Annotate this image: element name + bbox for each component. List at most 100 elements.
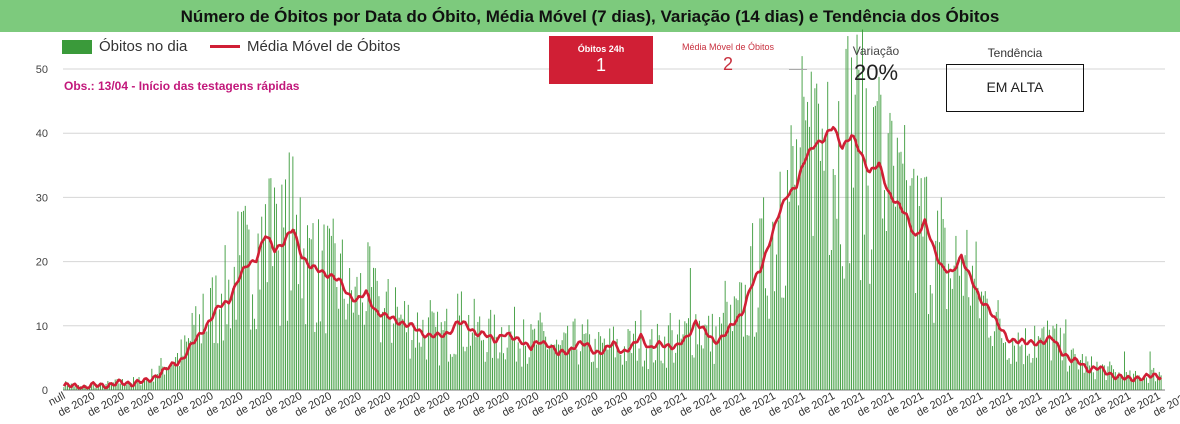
- daily-deaths-bar: [642, 366, 644, 390]
- daily-deaths-bar: [931, 293, 933, 390]
- daily-deaths-bar: [955, 235, 957, 390]
- daily-deaths-bar: [1025, 328, 1026, 390]
- daily-deaths-bar: [1114, 372, 1116, 390]
- daily-deaths-bar: [433, 312, 435, 390]
- daily-deaths-bar: [312, 223, 314, 390]
- daily-deaths-bar: [67, 385, 69, 390]
- daily-deaths-bar: [292, 156, 294, 390]
- daily-deaths-bar: [638, 348, 640, 390]
- daily-deaths-bar: [213, 342, 215, 390]
- daily-deaths-bar: [202, 293, 204, 390]
- daily-deaths-bar: [911, 178, 913, 390]
- daily-deaths-bar: [854, 94, 856, 391]
- daily-deaths-bar: [1003, 342, 1005, 390]
- daily-deaths-bar: [647, 369, 649, 390]
- daily-deaths-bar: [746, 335, 748, 390]
- daily-deaths-bar: [1023, 364, 1025, 390]
- daily-deaths-bar: [1069, 365, 1070, 390]
- daily-deaths-bar: [836, 218, 838, 390]
- legend-item-line[interactable]: Média Móvel de Óbitos: [210, 38, 400, 55]
- daily-deaths-bar: [508, 325, 510, 390]
- daily-deaths-bar: [1089, 365, 1091, 390]
- daily-deaths-bar: [208, 324, 210, 390]
- daily-deaths-bar: [838, 101, 840, 390]
- daily-deaths-bar: [226, 324, 228, 390]
- daily-deaths-bar: [173, 364, 175, 390]
- daily-deaths-bar: [645, 348, 647, 390]
- daily-deaths-bar: [63, 387, 65, 390]
- kpi-obitos-24h: Óbitos 24h 1: [549, 36, 653, 84]
- daily-deaths-bar: [737, 300, 739, 390]
- daily-deaths-bar: [120, 383, 122, 390]
- daily-deaths-bar: [1102, 364, 1103, 390]
- daily-deaths-bar: [380, 342, 382, 390]
- daily-deaths-bar: [678, 319, 680, 390]
- daily-deaths-bar: [94, 387, 96, 390]
- daily-deaths-bar: [869, 283, 871, 390]
- daily-deaths-bar: [1140, 381, 1142, 390]
- daily-deaths-bar: [554, 344, 556, 390]
- daily-deaths-bar: [147, 379, 149, 390]
- daily-deaths-bar: [1156, 377, 1158, 390]
- daily-deaths-bar: [470, 345, 471, 390]
- daily-deaths-bar: [959, 275, 961, 390]
- daily-deaths-bar: [741, 282, 743, 390]
- daily-deaths-bar: [517, 342, 519, 390]
- daily-deaths-bar: [384, 308, 385, 390]
- legend-item-bars[interactable]: Óbitos no dia: [62, 38, 187, 55]
- daily-deaths-bar: [951, 288, 953, 390]
- daily-deaths-bar: [220, 293, 222, 390]
- daily-deaths-bar: [1037, 336, 1039, 390]
- daily-deaths-bar: [596, 367, 598, 390]
- daily-deaths-bar: [805, 120, 807, 391]
- daily-deaths-bar: [1032, 358, 1034, 390]
- daily-deaths-bar: [777, 220, 779, 390]
- daily-deaths-bar: [823, 170, 825, 390]
- daily-deaths-bar: [1017, 332, 1019, 390]
- daily-deaths-bar: [318, 219, 319, 390]
- daily-deaths-bar: [378, 296, 380, 390]
- daily-deaths-bar: [404, 301, 406, 390]
- daily-deaths-bar: [162, 366, 164, 390]
- daily-deaths-bar: [422, 319, 424, 390]
- daily-deaths-bar: [438, 365, 440, 390]
- daily-deaths-bar: [874, 105, 876, 390]
- daily-deaths-bar: [365, 311, 367, 390]
- daily-deaths-bar: [614, 357, 616, 390]
- daily-deaths-bar: [862, 29, 863, 390]
- daily-deaths-bar: [111, 382, 112, 390]
- daily-deaths-bar: [713, 363, 715, 390]
- daily-deaths-bar: [409, 358, 411, 390]
- daily-deaths-bar: [840, 244, 841, 390]
- daily-deaths-bar: [501, 327, 503, 390]
- kpi-variacao: Variação 20%: [826, 44, 926, 86]
- daily-deaths-bar: [929, 284, 931, 390]
- daily-deaths-bar: [1125, 372, 1127, 390]
- daily-deaths-bar: [259, 289, 261, 390]
- daily-deaths-bar: [209, 287, 211, 390]
- daily-deaths-bar: [145, 380, 147, 390]
- daily-deaths-bar: [178, 366, 180, 390]
- daily-deaths-bar: [156, 374, 158, 390]
- daily-deaths-bar: [717, 341, 719, 390]
- daily-deaths-bar: [228, 279, 230, 390]
- daily-deaths-bar: [268, 178, 270, 390]
- daily-deaths-bar: [519, 348, 521, 390]
- daily-deaths-bar: [142, 382, 144, 390]
- daily-deaths-bar: [349, 268, 351, 390]
- daily-deaths-bar: [627, 329, 629, 390]
- daily-deaths-bar: [1122, 376, 1124, 390]
- daily-deaths-bar: [942, 218, 944, 390]
- daily-deaths-bar: [662, 363, 664, 390]
- daily-deaths-bar: [567, 325, 569, 390]
- daily-deaths-bar: [488, 318, 490, 390]
- daily-deaths-bar: [818, 103, 820, 391]
- daily-deaths-bar: [843, 278, 845, 390]
- daily-deaths-bar: [1067, 371, 1069, 390]
- kpi-obitos-24h-label: Óbitos 24h: [577, 44, 625, 54]
- daily-deaths-bar: [611, 342, 613, 390]
- daily-deaths-bar: [235, 319, 237, 390]
- daily-deaths-bar: [497, 358, 499, 390]
- daily-deaths-bar: [812, 235, 814, 390]
- daily-deaths-bar: [656, 323, 658, 390]
